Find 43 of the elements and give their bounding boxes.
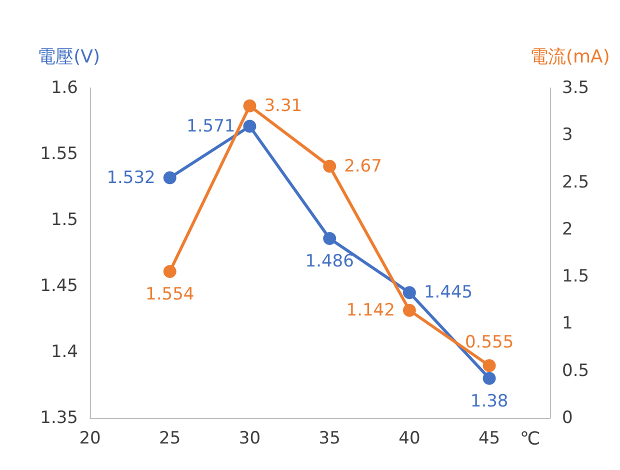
point — [163, 171, 176, 184]
y2-tick-label: 0.5 — [562, 360, 590, 381]
point — [163, 264, 176, 278]
y2-tick-label: 1 — [562, 314, 573, 334]
data-label: 0.555 — [464, 332, 514, 353]
data-label: 1.554 — [146, 284, 194, 304]
data-label: 3.31 — [264, 96, 302, 116]
y-tick-label: 1.4 — [50, 342, 78, 362]
point — [323, 160, 336, 173]
point — [402, 286, 416, 300]
data-label: 1.486 — [305, 251, 354, 272]
point — [402, 304, 416, 317]
x-tick-label: 25 — [159, 428, 181, 448]
point — [243, 120, 256, 133]
y-tick-label: 1.35 — [40, 408, 78, 428]
data-label: 1.445 — [424, 282, 473, 303]
x-tick-label: 30 — [238, 428, 261, 448]
data-label: 1.38 — [470, 391, 508, 412]
x-tick-label: 35 — [318, 428, 340, 448]
point — [243, 99, 256, 112]
y2-axis-title: 電流(mA) — [530, 46, 610, 68]
y2-tick-label: 3.5 — [562, 78, 590, 98]
y2-tick-label: 2 — [562, 219, 573, 240]
y2-tick-label: 0 — [562, 408, 573, 428]
y-axis-title: 電壓(V) — [38, 46, 100, 68]
data-label: 1.532 — [106, 168, 156, 188]
point — [323, 232, 336, 245]
data-label: 2.67 — [344, 156, 382, 176]
y2-tick-label: 3 — [562, 125, 573, 146]
x-tick-label: 45 — [478, 428, 500, 448]
data-label: 1.142 — [346, 300, 395, 320]
x-tick-label: 20 — [79, 428, 101, 448]
y-tick-label: 1.55 — [40, 144, 78, 164]
point — [482, 359, 496, 372]
data-label: 1.571 — [186, 116, 236, 136]
y2-tick-label: 2.5 — [562, 172, 590, 192]
y-tick-label: 1.45 — [40, 276, 78, 296]
point — [482, 372, 496, 385]
y-tick-label: 1.5 — [50, 210, 78, 230]
y2-tick-label: 1.5 — [562, 266, 590, 287]
x-tick-label: 40 — [398, 428, 420, 448]
y-tick-label: 1.6 — [50, 78, 78, 98]
x-axis-title: ℃ — [520, 428, 540, 450]
